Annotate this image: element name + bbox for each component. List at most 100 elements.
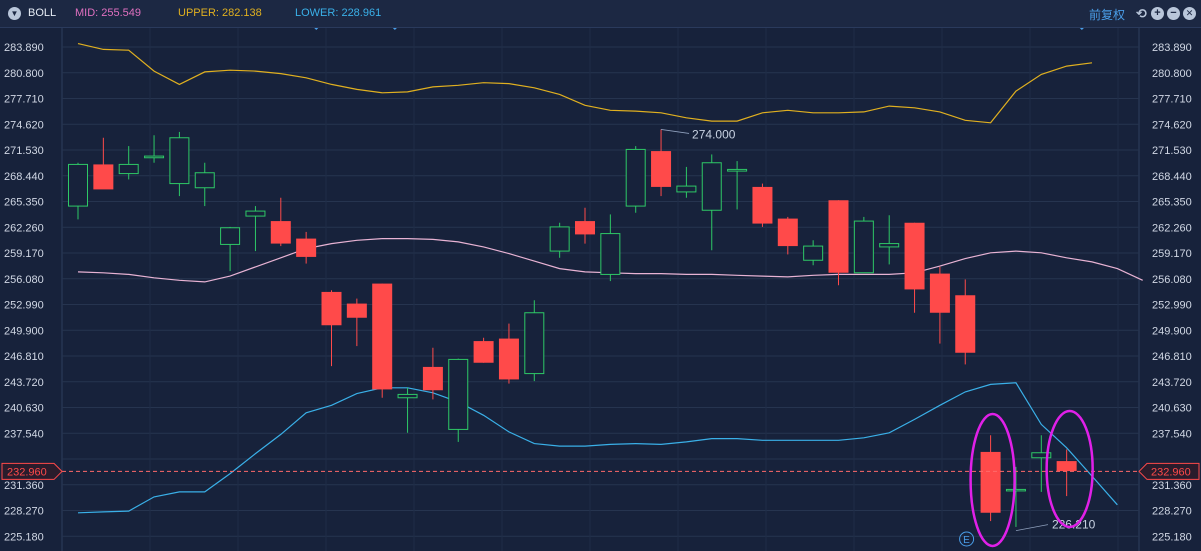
indicator-toolbar: ▼ BOLL MID: 255.549 UPPER: 282.138 LOWER… xyxy=(0,0,1201,28)
candle-body[interactable] xyxy=(245,210,266,217)
y-tick-label-left: 268.440 xyxy=(4,171,44,183)
boll-line-upper xyxy=(77,43,1093,124)
close-icon[interactable]: ✕ xyxy=(1183,7,1196,20)
y-tick-label-right: 283.890 xyxy=(1152,42,1192,54)
y-tick-label-right: 228.270 xyxy=(1152,506,1192,518)
y-tick-label-left: 240.630 xyxy=(4,403,44,415)
candle-body[interactable] xyxy=(194,172,215,189)
y-tick-label-right: 237.540 xyxy=(1152,428,1192,440)
candle-body[interactable] xyxy=(575,221,595,235)
y-tick-label-right: 271.530 xyxy=(1152,145,1192,157)
y-tick-label-left: 283.890 xyxy=(4,42,44,54)
y-tick-label-left: 280.800 xyxy=(4,68,44,80)
y-tick-label-left: 243.720 xyxy=(4,377,44,389)
candle-body[interactable] xyxy=(777,218,798,247)
candle-body[interactable] xyxy=(118,163,139,175)
mid-value: MID: 255.549 xyxy=(75,7,142,19)
candle-body[interactable] xyxy=(701,162,722,211)
candle-body[interactable] xyxy=(929,273,950,313)
event-marker-icon[interactable] xyxy=(959,531,975,547)
candle-body[interactable] xyxy=(220,227,241,245)
undo-icon[interactable]: ⟲ xyxy=(1136,6,1147,21)
candle-body[interactable] xyxy=(68,163,88,207)
candle-body[interactable] xyxy=(1005,488,1026,492)
y-tick-label-right: 265.350 xyxy=(1152,197,1192,209)
dropdown-icon[interactable]: ▼ xyxy=(8,7,21,20)
candle-body[interactable] xyxy=(828,200,849,273)
high-annotation: 274.000 xyxy=(692,127,736,141)
candle-body[interactable] xyxy=(1031,452,1052,459)
candle-body[interactable] xyxy=(296,238,317,257)
candle-body[interactable] xyxy=(752,186,773,224)
adjust-button[interactable]: 前复权 xyxy=(1089,8,1126,22)
candle-body[interactable] xyxy=(524,312,545,375)
annotations: 232.960 232.960 274.000 226.210 E xyxy=(1,24,1200,548)
candle-body[interactable] xyxy=(169,137,190,185)
y-tick-label-right: 256.080 xyxy=(1152,274,1192,286)
current-price-marker-right xyxy=(1138,462,1200,480)
indicator-name[interactable]: BOLL xyxy=(28,7,57,19)
y-tick-label-right: 225.180 xyxy=(1152,531,1192,543)
highlight-ellipse xyxy=(969,412,1016,548)
y-tick-label-left: 256.080 xyxy=(4,274,44,286)
candle-body[interactable] xyxy=(879,243,900,248)
boll-line-lower xyxy=(77,382,1118,514)
candle-body[interactable] xyxy=(625,148,646,207)
y-tick-label-left: 228.270 xyxy=(4,506,44,518)
candle-body[interactable] xyxy=(144,155,165,159)
y-tick-label-left: 225.180 xyxy=(4,531,44,543)
zoom-out-icon[interactable]: − xyxy=(1167,7,1180,20)
low-annotation: 226.210 xyxy=(1052,518,1096,532)
y-tick-label-right: 246.810 xyxy=(1152,351,1192,363)
y-tick-label-right: 249.900 xyxy=(1152,325,1192,337)
highlight-ellipse xyxy=(1045,409,1094,529)
y-tick-label-right: 259.170 xyxy=(1152,248,1192,260)
candles xyxy=(68,129,1077,527)
y-tick-label-left: 259.170 xyxy=(4,248,44,260)
y-tick-label-left: 271.530 xyxy=(4,145,44,157)
candle-body[interactable] xyxy=(372,283,393,390)
candle-body[interactable] xyxy=(270,221,291,244)
y-tick-label-left: 265.350 xyxy=(4,197,44,209)
y-tick-label-right: 243.720 xyxy=(1152,377,1192,389)
candle-body[interactable] xyxy=(904,222,925,290)
candle-body[interactable] xyxy=(346,303,367,318)
candle-body[interactable] xyxy=(651,151,672,187)
y-tick-label-left: 231.360 xyxy=(4,480,44,492)
y-tick-label-left: 246.810 xyxy=(4,351,44,363)
candle-body[interactable] xyxy=(93,164,114,190)
y-tick-label-right: 268.440 xyxy=(1152,171,1192,183)
y-tick-label-left: 274.620 xyxy=(4,119,44,131)
y-tick-label-right: 231.360 xyxy=(1152,480,1192,492)
y-axis-left: 283.890 280.800 277.710 274.620 271.530 268.4… xyxy=(4,42,44,543)
candle-body[interactable] xyxy=(397,393,418,399)
current-price-label-left: 232.960 xyxy=(7,466,47,478)
candle-body[interactable] xyxy=(473,341,494,363)
candle-body[interactable] xyxy=(980,451,1001,513)
candle-body[interactable] xyxy=(549,226,570,252)
y-tick-label-right: 277.710 xyxy=(1152,94,1192,106)
y-tick-label-left: 252.990 xyxy=(4,300,44,312)
high-leader-line xyxy=(660,129,690,134)
candle-body[interactable] xyxy=(321,291,342,326)
current-price-marker-left xyxy=(1,462,63,480)
candle-body[interactable] xyxy=(498,338,519,380)
y-tick-label-right: 240.630 xyxy=(1152,403,1192,415)
y-tick-label-right: 252.990 xyxy=(1152,300,1192,312)
candle-body[interactable] xyxy=(600,233,621,275)
candle-body[interactable] xyxy=(853,220,874,274)
candle-body[interactable] xyxy=(803,245,824,261)
zoom-in-icon[interactable]: + xyxy=(1151,7,1164,20)
candle-body[interactable] xyxy=(422,366,443,391)
candle-body[interactable] xyxy=(955,295,976,353)
lower-value: LOWER: 228.961 xyxy=(295,7,382,19)
candle-body[interactable] xyxy=(448,358,469,430)
candle-body[interactable] xyxy=(676,185,697,193)
y-axis-right: 283.890 280.800 277.710 274.620 271.530 268.4… xyxy=(1152,42,1192,543)
grid xyxy=(61,28,1140,551)
candle-body[interactable] xyxy=(727,168,748,172)
candle-body[interactable] xyxy=(1056,461,1077,472)
y-tick-label-right: 274.620 xyxy=(1152,119,1192,131)
y-tick-label-right: 262.260 xyxy=(1152,222,1192,234)
